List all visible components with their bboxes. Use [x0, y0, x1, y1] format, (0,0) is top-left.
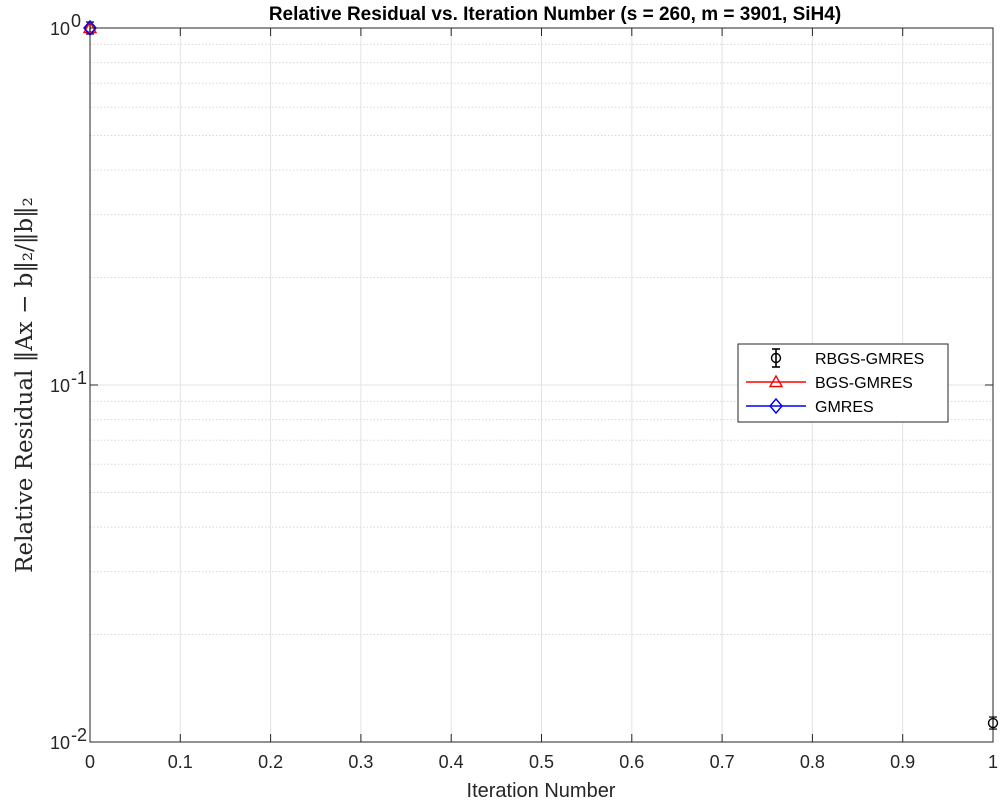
x-tick-label: 0.5: [529, 752, 554, 772]
x-tick-label: 0.8: [800, 752, 825, 772]
data-point-marker: [987, 717, 999, 729]
series-bgs-gmres: [82, 20, 98, 34]
x-axis-label: Iteration Number: [467, 780, 616, 801]
x-tick-label: 0.4: [439, 752, 464, 772]
data-point-marker: [83, 19, 97, 37]
x-axis: 0 0.1 0.2 0.3 0.4 0.5 0.6 0.7 0.8 0.9 1: [85, 28, 998, 772]
legend: RBGS-GMRES BGS-GMRES GMRES: [737, 343, 949, 423]
series-layer: [82, 19, 999, 730]
y-tick-label: 10: [50, 733, 70, 753]
x-tick-label: 0: [85, 752, 95, 772]
legend-label: BGS-GMRES: [815, 375, 913, 392]
y-axis-label: Relative Residual ‖Ax − b‖₂/‖b‖₂: [12, 197, 38, 573]
x-tick-label: 0.9: [890, 752, 915, 772]
x-tick-label: 0.3: [348, 752, 373, 772]
y-tick-exponent: -2: [71, 725, 87, 745]
x-tick-label: 0.2: [258, 752, 283, 772]
legend-label: GMRES: [815, 399, 874, 416]
y-tick-label: 10: [50, 19, 70, 39]
y-tick-exponent: 0: [71, 11, 81, 31]
series-rbgs-gmres: [84, 21, 999, 730]
x-tick-label: 1: [988, 752, 998, 772]
y-tick-exponent: -1: [71, 368, 87, 388]
data-point-marker: [82, 20, 98, 34]
x-tick-label: 0.7: [710, 752, 735, 772]
x-tick-label: 0.6: [619, 752, 644, 772]
legend-marker: [768, 374, 784, 388]
x-tick-label: 0.1: [168, 752, 193, 772]
legend-label: RBGS-GMRES: [815, 351, 924, 368]
legend-marker: [770, 352, 782, 364]
series-gmres: [83, 19, 97, 37]
y-tick-label: 10: [50, 376, 70, 396]
chart-title: Relative Residual vs. Iteration Number (…: [269, 4, 841, 25]
legend-marker: [769, 397, 783, 415]
